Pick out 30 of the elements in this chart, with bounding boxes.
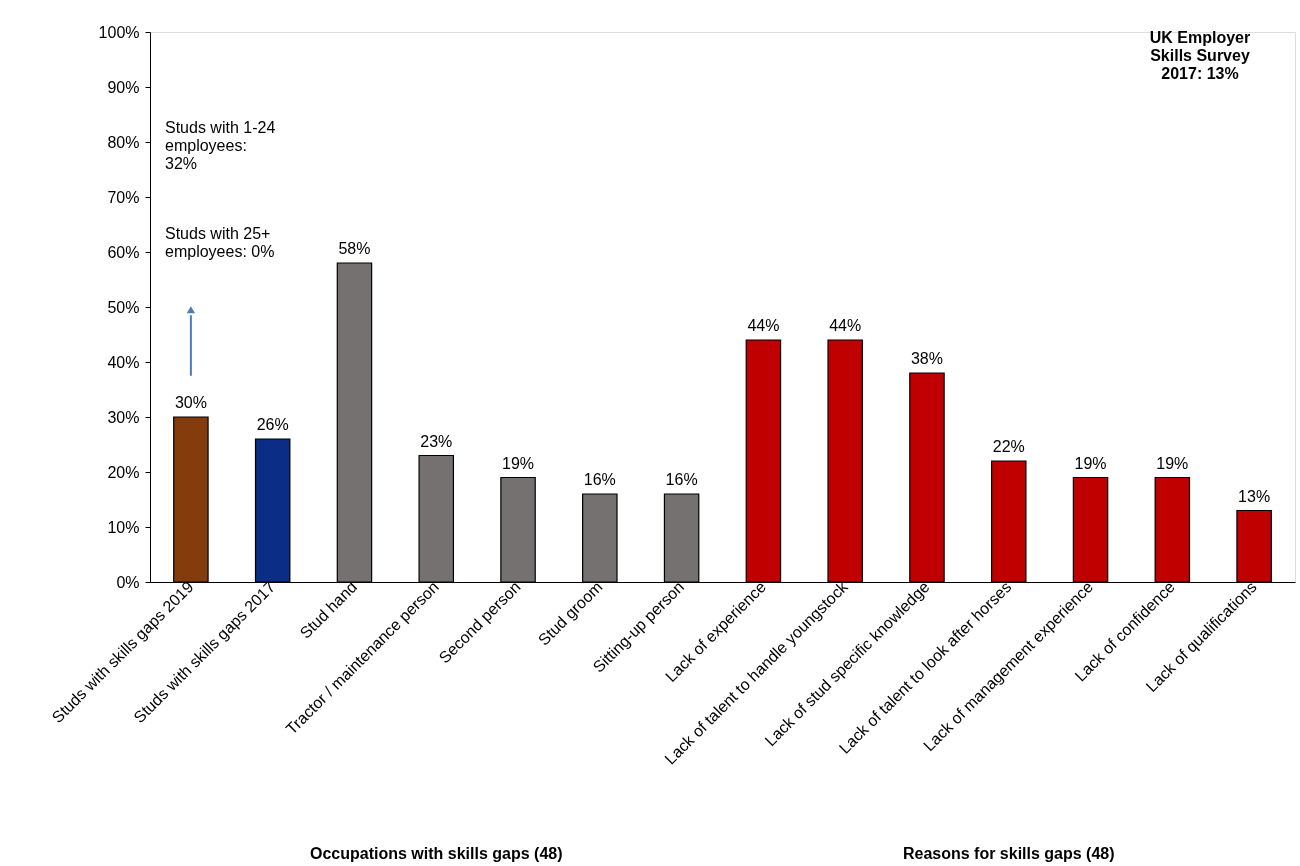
y-tick-label: 0% <box>116 573 140 591</box>
y-tick-label: 50% <box>107 298 140 316</box>
data-label: 19% <box>502 454 535 472</box>
data-label: 13% <box>1238 487 1271 505</box>
data-label: 58% <box>338 240 371 257</box>
data-label: 30% <box>174 394 207 411</box>
data-label: 19% <box>1156 454 1189 472</box>
y-tick-label: 60% <box>107 243 140 261</box>
data-label: 16% <box>583 471 616 488</box>
annotation: Studs with 1-24 employees: 32% <box>165 119 276 172</box>
y-tick-label: 20% <box>107 463 140 481</box>
y-tick-label: 70% <box>107 188 140 206</box>
y-tick-label: 90% <box>107 78 140 96</box>
annotation: Studs with 25+ employees: 0% <box>165 225 275 260</box>
y-tick-label: 30% <box>107 408 140 426</box>
data-label: 38% <box>910 350 943 367</box>
data-label: 26% <box>256 416 289 433</box>
text: Occupations with skills gaps (48) <box>309 845 563 862</box>
annotation: UK Employer Skills Survey 2017: 13% <box>1149 29 1251 82</box>
data-label: 16% <box>665 471 698 488</box>
data-label: 19% <box>1074 454 1107 472</box>
data-label: 44% <box>747 317 780 334</box>
y-tick-label: 10% <box>107 518 140 536</box>
y-tick-label: 100% <box>98 23 140 41</box>
data-label: 23% <box>420 432 453 450</box>
data-label: 22% <box>992 438 1025 455</box>
y-tick-label: 40% <box>107 353 140 371</box>
text: Reasons for skills gaps (48) <box>902 845 1115 862</box>
y-tick-label: 80% <box>107 133 140 151</box>
data-label: 44% <box>829 317 862 334</box>
